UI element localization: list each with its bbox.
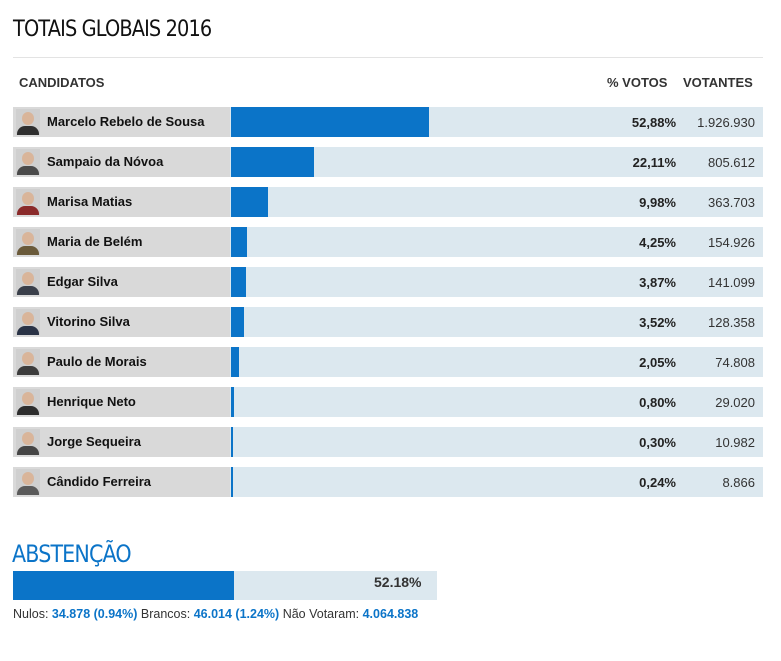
candidate-name: Sampaio da Nóvoa <box>47 154 164 169</box>
candidate-photo <box>16 429 40 455</box>
candidate-row: Edgar Silva 3,87% 141.099 <box>13 267 763 297</box>
page-title: TOTAIS GLOBAIS 2016 <box>13 17 212 42</box>
brancos-value: 46.014 (1.24%) <box>193 607 280 621</box>
candidate-name-cell: Marcelo Rebelo de Sousa <box>13 107 230 137</box>
candidate-row: Sampaio da Nóvoa 22,11% 805.612 <box>13 147 763 177</box>
candidate-row: Marisa Matias 9,98% 363.703 <box>13 187 763 217</box>
candidate-row: Cândido Ferreira 0,24% 8.866 <box>13 467 763 497</box>
votes-count-label: 141.099 <box>708 275 755 290</box>
nao-votaram-value: 4.064.838 <box>362 607 419 621</box>
vote-bar <box>231 267 246 297</box>
votes-count-label: 10.982 <box>715 435 755 450</box>
votes-count-label: 128.358 <box>708 315 755 330</box>
votes-count-label: 1.926.930 <box>697 115 755 130</box>
vote-bar <box>231 187 269 217</box>
vote-pct-label: 0,30% <box>639 435 676 450</box>
nulos-value: 34.878 (0.94%) <box>51 607 138 621</box>
votes-count-label: 74.808 <box>715 355 755 370</box>
vote-bar <box>231 227 247 257</box>
vote-bar <box>231 347 239 377</box>
vote-bar <box>231 387 234 417</box>
candidate-name: Vitorino Silva <box>47 314 130 329</box>
candidate-photo <box>16 269 40 295</box>
vote-bar <box>231 147 314 177</box>
candidate-name-cell: Vitorino Silva <box>13 307 230 337</box>
candidate-name: Marcelo Rebelo de Sousa <box>47 114 205 129</box>
candidate-name-cell: Paulo de Morais <box>13 347 230 377</box>
header-voters: VOTANTES <box>683 75 753 90</box>
candidate-photo <box>16 149 40 175</box>
candidate-name: Marisa Matias <box>47 194 133 209</box>
candidate-row: Marcelo Rebelo de Sousa 52,88% 1.926.930 <box>13 107 763 137</box>
votes-count-label: 29.020 <box>715 395 755 410</box>
votes-count-label: 805.612 <box>708 155 755 170</box>
candidate-name-cell: Cândido Ferreira <box>13 467 230 497</box>
abstention-bar <box>13 571 235 600</box>
candidate-row: Maria de Belém 4,25% 154.926 <box>13 227 763 257</box>
candidate-photo <box>16 309 40 335</box>
votes-count-label: 363.703 <box>708 195 755 210</box>
vote-summary: Nulos: 34.878 (0.94%) Brancos: 46.014 (1… <box>13 607 418 621</box>
vote-bar <box>231 107 430 137</box>
vote-bar <box>231 427 233 457</box>
vote-pct-label: 3,87% <box>639 275 676 290</box>
candidate-row: Vitorino Silva 3,52% 128.358 <box>13 307 763 337</box>
brancos-label: Brancos: <box>140 607 191 621</box>
candidate-name-cell: Maria de Belém <box>13 227 230 257</box>
candidate-name-cell: Sampaio da Nóvoa <box>13 147 230 177</box>
header-candidates: CANDIDATOS <box>19 75 105 90</box>
candidate-name: Henrique Neto <box>47 394 136 409</box>
candidate-photo <box>16 229 40 255</box>
candidate-row: Henrique Neto 0,80% 29.020 <box>13 387 763 417</box>
candidate-name: Paulo de Morais <box>47 354 147 369</box>
candidate-name-cell: Jorge Sequeira <box>13 427 230 457</box>
vote-pct-label: 2,05% <box>639 355 676 370</box>
abstention-track: 52.18% <box>13 571 437 600</box>
candidate-name: Maria de Belém <box>47 234 143 249</box>
candidate-photo <box>16 349 40 375</box>
candidate-name-cell: Marisa Matias <box>13 187 230 217</box>
vote-pct-label: 4,25% <box>639 235 676 250</box>
header-pct-votes: % VOTOS <box>607 75 668 90</box>
vote-pct-label: 0,24% <box>639 475 676 490</box>
vote-pct-label: 3,52% <box>639 315 676 330</box>
abstention-title: ABSTENÇÃO <box>12 540 132 568</box>
vote-pct-label: 0,80% <box>639 395 676 410</box>
vote-pct-label: 52,88% <box>631 115 676 130</box>
nulos-label: Nulos: <box>13 607 49 621</box>
votes-count-label: 8.866 <box>722 475 755 490</box>
candidate-name-cell: Edgar Silva <box>13 267 230 297</box>
abstention-pct-label: 52.18% <box>374 574 422 590</box>
candidate-photo <box>16 469 40 495</box>
candidate-name: Cândido Ferreira <box>47 474 152 489</box>
vote-pct-label: 9,98% <box>639 195 676 210</box>
candidate-row: Paulo de Morais 2,05% 74.808 <box>13 347 763 377</box>
candidate-name: Edgar Silva <box>47 274 118 289</box>
vote-pct-label: 22,11% <box>632 155 676 170</box>
vote-bar <box>231 307 245 337</box>
vote-bar <box>231 467 233 497</box>
candidate-photo <box>16 389 40 415</box>
candidate-name-cell: Henrique Neto <box>13 387 230 417</box>
candidate-photo <box>16 189 40 215</box>
candidate-row: Jorge Sequeira 0,30% 10.982 <box>13 427 763 457</box>
nao-votaram-label: Não Votaram: <box>282 607 360 621</box>
title-divider <box>13 57 763 58</box>
votes-count-label: 154.926 <box>708 235 755 250</box>
candidate-name: Jorge Sequeira <box>47 434 141 449</box>
candidate-photo <box>16 109 40 135</box>
